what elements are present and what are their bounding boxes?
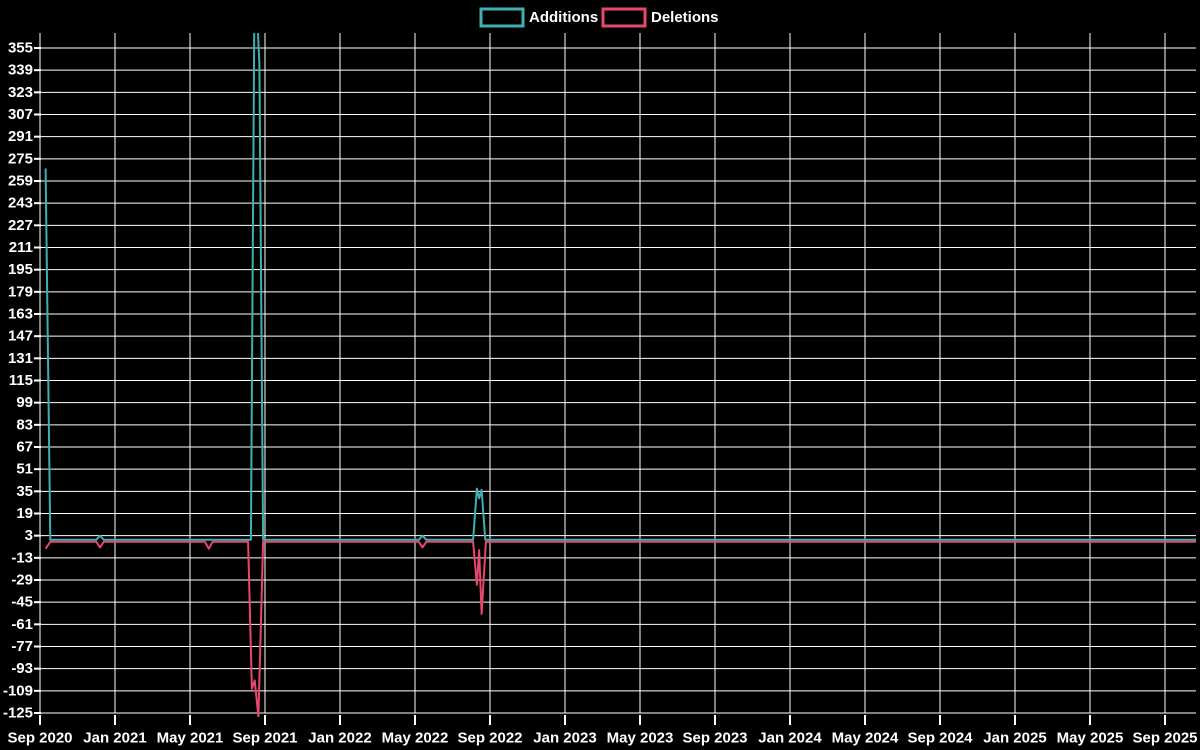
y-tick-label: -45 [11,594,33,611]
legend: Additions Deletions [479,7,719,28]
x-tick-label: Sep 2021 [232,730,297,747]
x-tick-label: Sep 2022 [457,730,522,747]
x-tick-label: Jan 2023 [533,730,596,747]
x-tick-label: Jan 2025 [983,730,1046,747]
y-tick-label: 67 [16,439,33,456]
y-tick-label: 211 [9,239,33,256]
y-tick-label: 83 [16,416,33,433]
y-tick-label: 19 [16,505,33,522]
x-tick-label: Jan 2022 [308,730,371,747]
y-tick-label: 323 [8,84,33,101]
y-gridlines [34,47,1196,714]
x-tick-label: May 2024 [832,730,899,747]
y-tick-label: -29 [11,572,33,589]
legend-label: Additions [529,9,598,26]
x-tick-label: May 2022 [382,730,449,747]
y-tick-label: 355 [8,40,33,57]
legend-item-deletions[interactable]: Deletions [601,7,719,28]
y-tick-label: -77 [11,638,33,655]
additions-line [44,33,1196,541]
y-tick-label: 339 [8,62,33,79]
y-tick-label: 291 [8,128,33,145]
y-tick-label: 243 [8,195,33,212]
x-tick-label: Sep 2020 [7,730,72,747]
y-tick-label: -93 [11,660,33,677]
additions-swatch [479,7,525,28]
y-tick-label: 51 [16,461,33,478]
y-tick-label: 179 [8,283,33,300]
y-tick-label: 307 [8,106,33,123]
legend-item-additions[interactable]: Additions [479,7,598,28]
legend-label: Deletions [651,9,719,26]
y-tick-label: 35 [16,483,33,500]
y-tick-label: 163 [8,306,33,323]
x-tick-label: Sep 2023 [682,730,747,747]
y-axis-tick-labels: 355 339 323 307 291 275 259 243 227 211 195 179 163 1… [3,40,33,722]
x-tick-label: Sep 2025 [1132,730,1197,747]
y-tick-label: 3 [25,527,33,544]
x-tick-label: May 2023 [607,730,674,747]
x-axis-tick-labels: Sep 2020 Jan 2021 May 2021 Sep 2021 Jan 2022… [7,730,1197,747]
y-tick-label: 195 [8,261,33,278]
y-tick-label: 275 [8,150,33,167]
y-tick-label: -109 [3,682,33,699]
y-tick-label: 131 [8,350,33,367]
y-tick-label: 259 [8,173,33,190]
x-tick-label: May 2025 [1057,730,1124,747]
y-tick-label: -61 [11,616,33,633]
x-tick-label: Jan 2024 [758,730,822,747]
x-tick-label: May 2021 [157,730,224,747]
y-tick-label: 115 [9,372,33,389]
y-tick-label: -125 [3,705,33,722]
y-tick-label: -13 [11,549,33,566]
x-gridlines [39,33,1166,725]
y-tick-label: 147 [8,328,33,345]
series-lines [44,33,1196,717]
x-tick-label: Sep 2024 [907,730,973,747]
deletions-line [44,540,1196,717]
y-tick-label: 99 [16,394,33,411]
x-tick-label: Jan 2021 [83,730,146,747]
y-tick-label: 227 [8,217,33,234]
deletions-swatch [601,7,647,28]
